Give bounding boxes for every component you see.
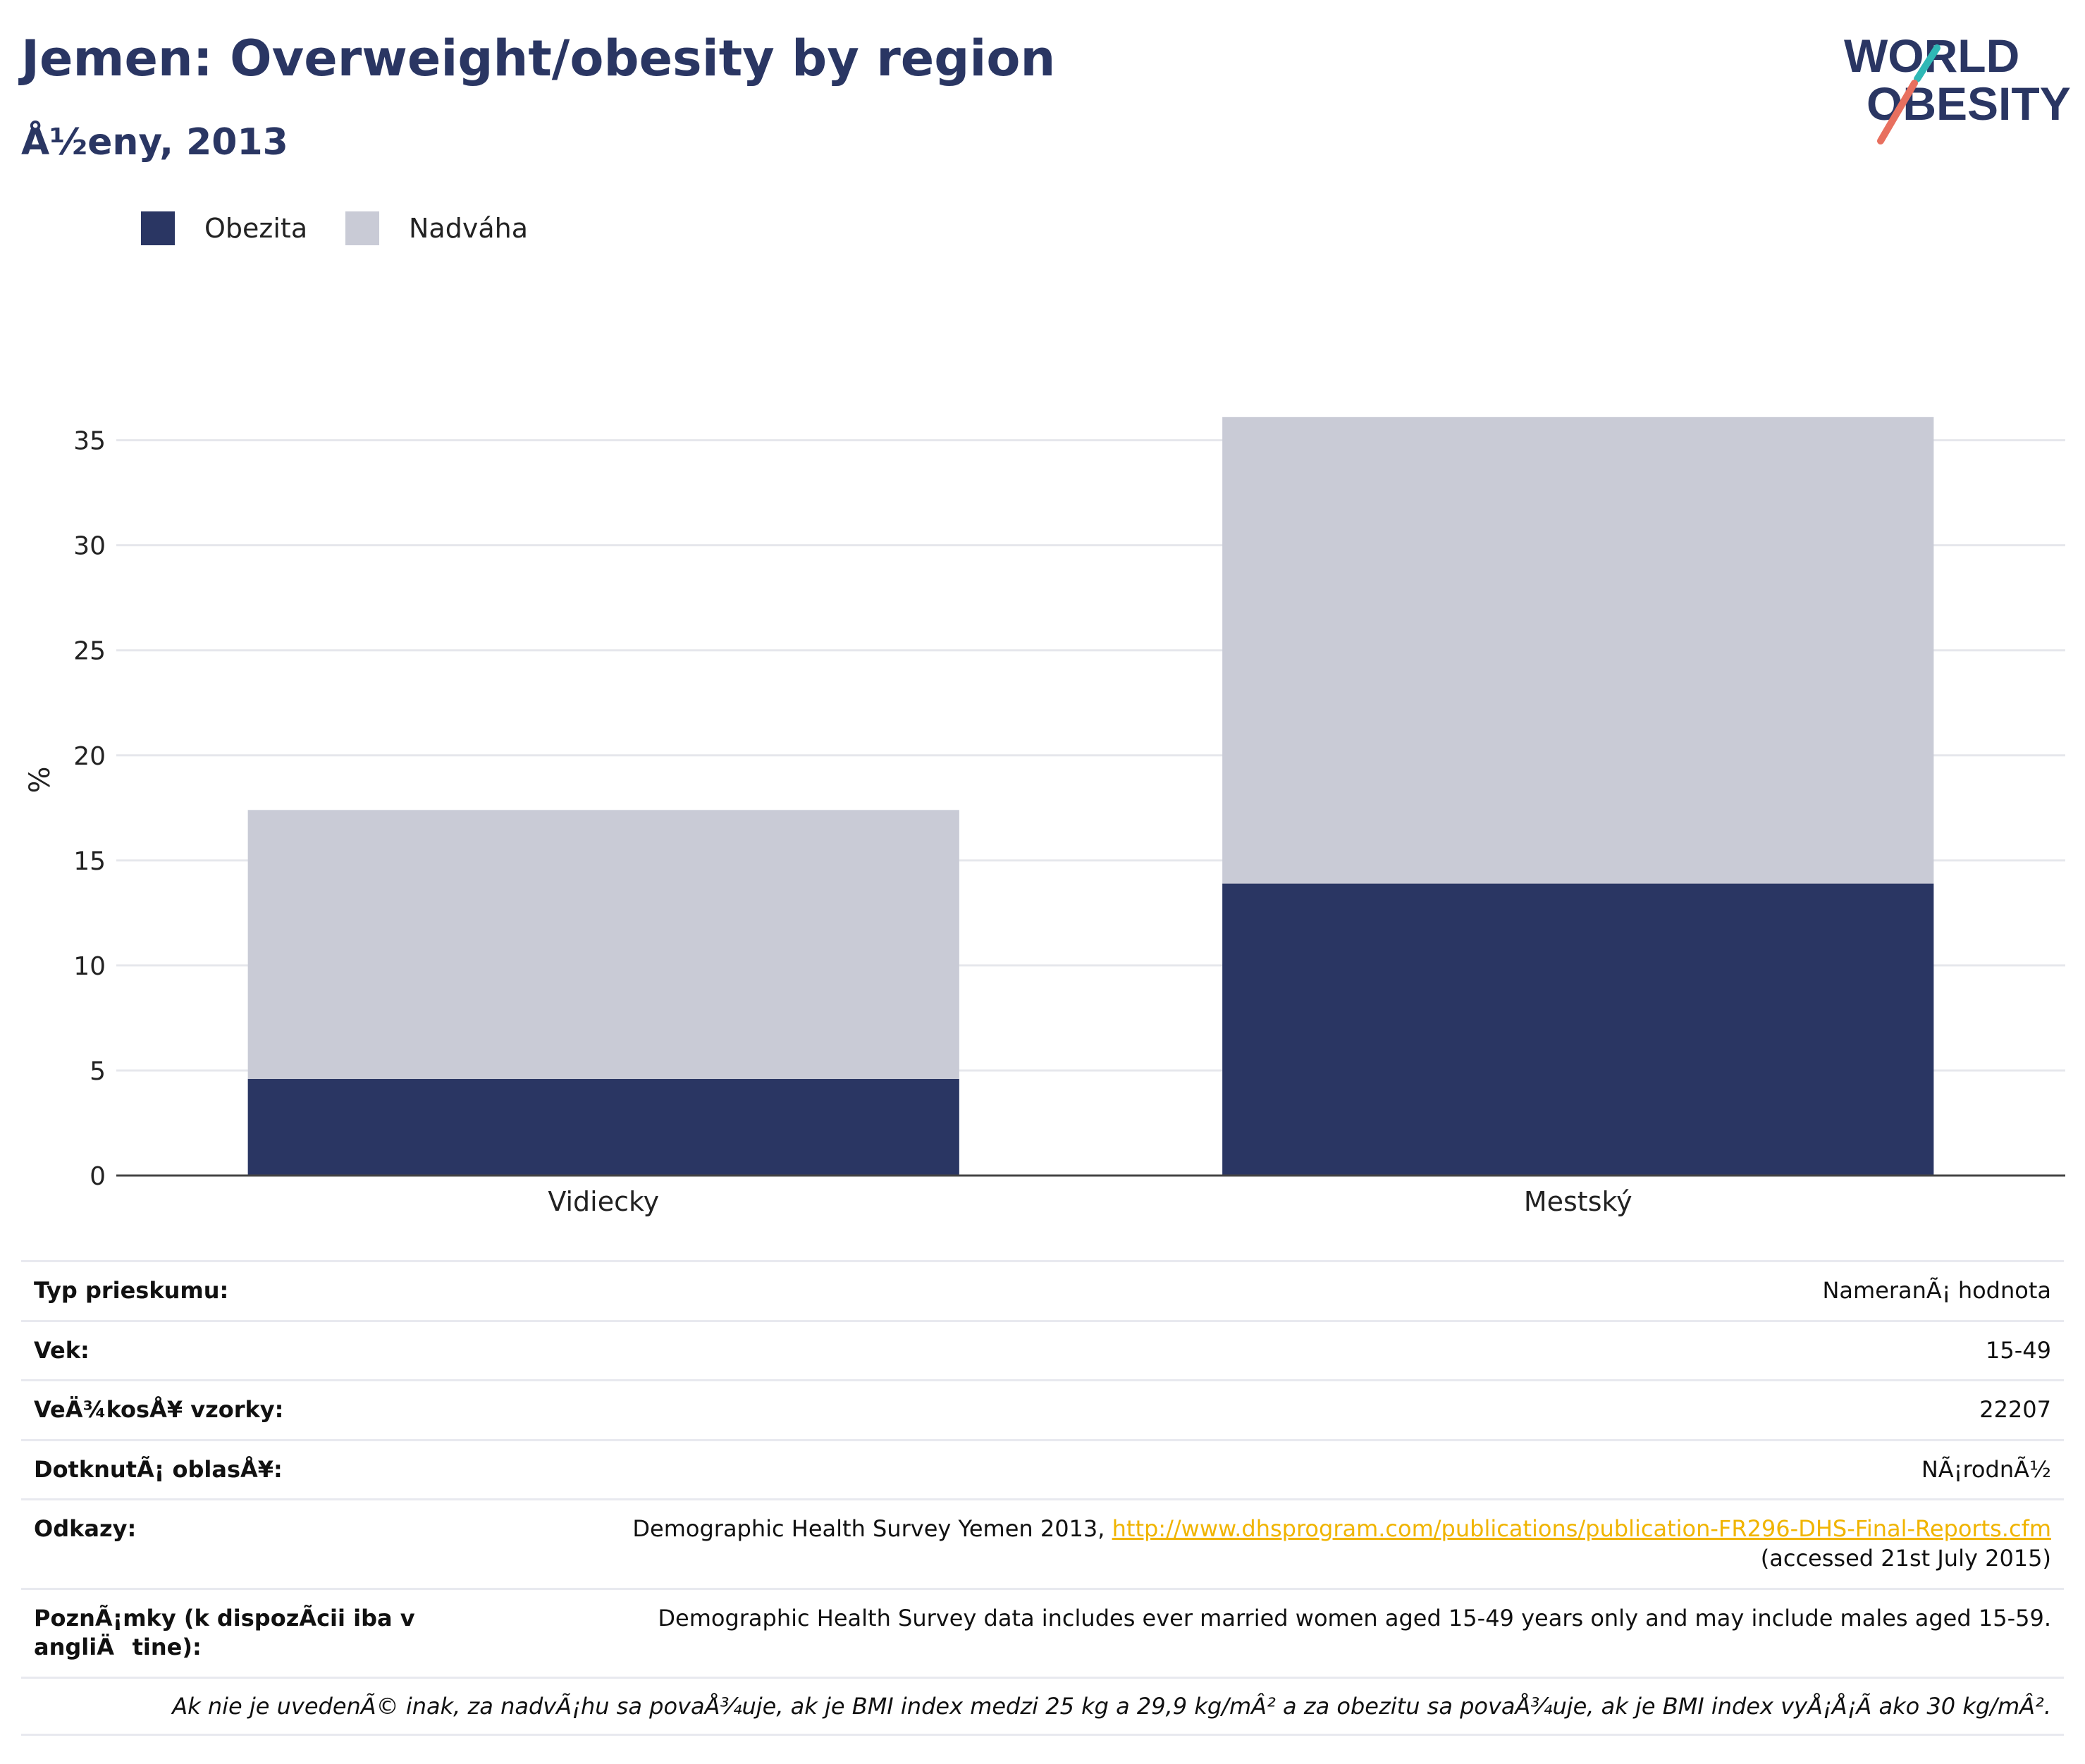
stacked-bar-chart: 0 5 10 15 20 25 30 35 Vidiecky Mestský%: [24, 417, 2065, 1217]
logo-slash-coral: [1877, 80, 1918, 144]
info-value-references: Demographic Health Survey Yemen 2013, ht…: [441, 1498, 2064, 1589]
y-tick-label: 15: [73, 847, 106, 876]
chart-title: Jemen: Overweight/obesity by region: [21, 30, 1056, 87]
y-tick-label: 10: [73, 952, 106, 981]
y-tick-label: 20: [73, 742, 106, 771]
info-row-footnote: Ak nie je uvedenÃ© inak, za nadvÃ¡hu sa …: [21, 1676, 2064, 1736]
legend-label-obezita: Obezita: [204, 213, 308, 244]
bar-nadv-ha-1: [1222, 417, 1934, 884]
bar-obezita-1: [1222, 883, 1934, 1176]
legend-label-nadvaha: Nadváha: [409, 213, 528, 244]
info-value-sample-size: 22207: [441, 1379, 2064, 1441]
legend-item-nadvaha[interactable]: Nadváha: [345, 211, 528, 245]
bar-obezita-0: [247, 1078, 959, 1176]
info-value-survey-type: NameranÃ¡ hodnota: [441, 1260, 2064, 1321]
x-tick-label: Mestský: [1524, 1186, 1632, 1217]
bar-nadv-ha-0: [247, 810, 959, 1079]
info-label-survey-type: Typ prieskumu:: [21, 1260, 441, 1321]
legend-item-obezita[interactable]: Obezita: [141, 211, 307, 245]
references-link[interactable]: http://www.dhsprogram.com/publications/p…: [1112, 1515, 2051, 1543]
references-text: Demographic Health Survey Yemen 2013,: [632, 1515, 1112, 1543]
logo-slash-teal: [1914, 44, 1941, 82]
info-label-notes: PoznÃ¡mky (k dispozÃcii iba v angliÄtin…: [21, 1587, 441, 1678]
legend-swatch-obezita: [141, 211, 175, 245]
info-row: VeÄ¾kosÅ¥ vzorky: 22207: [21, 1379, 2064, 1441]
world-obesity-logo: WORLD OBESITY: [1844, 30, 2071, 144]
info-label-references: Odkazy:: [21, 1498, 441, 1589]
y-tick-label: 35: [73, 427, 106, 456]
info-row: Typ prieskumu: NameranÃ¡ hodnota: [21, 1260, 2064, 1321]
info-value-area: NÃ¡rodnÃ½: [441, 1438, 2064, 1500]
info-label-area: DotknutÃ¡ oblasÅ¥:: [21, 1438, 441, 1500]
info-row: DotknutÃ¡ oblasÅ¥: NÃ¡rodnÃ½: [21, 1438, 2064, 1500]
info-value-notes: Demographic Health Survey data includes …: [441, 1587, 2064, 1678]
bmi-footnote: Ak nie je uvedenÃ© inak, za nadvÃ¡hu sa …: [21, 1676, 2064, 1736]
info-row-references: Odkazy: Demographic Health Survey Yemen …: [21, 1498, 2064, 1589]
chart-subtitle: Å½eny, 2013: [21, 121, 288, 164]
legend-swatch-nadvaha: [345, 211, 379, 245]
y-tick-label: 5: [90, 1057, 106, 1086]
y-tick-label: 0: [90, 1162, 106, 1191]
info-label-sample-size: VeÄ¾kosÅ¥ vzorky:: [21, 1379, 441, 1441]
y-axis-label: %: [24, 766, 56, 793]
survey-info-table: Typ prieskumu: NameranÃ¡ hodnota Vek: 15…: [21, 1260, 2064, 1736]
references-accessed: (accessed 21st July 2015): [1760, 1544, 2051, 1572]
info-value-age: 15-49: [441, 1319, 2064, 1381]
y-tick-label: 30: [73, 532, 106, 561]
x-tick-label: Vidiecky: [548, 1186, 659, 1217]
info-label-age: Vek:: [21, 1319, 441, 1381]
info-row: Vek: 15-49: [21, 1319, 2064, 1381]
info-row-notes: PoznÃ¡mky (k dispozÃcii iba v angliÄtin…: [21, 1587, 2064, 1678]
y-tick-label: 25: [73, 637, 106, 666]
